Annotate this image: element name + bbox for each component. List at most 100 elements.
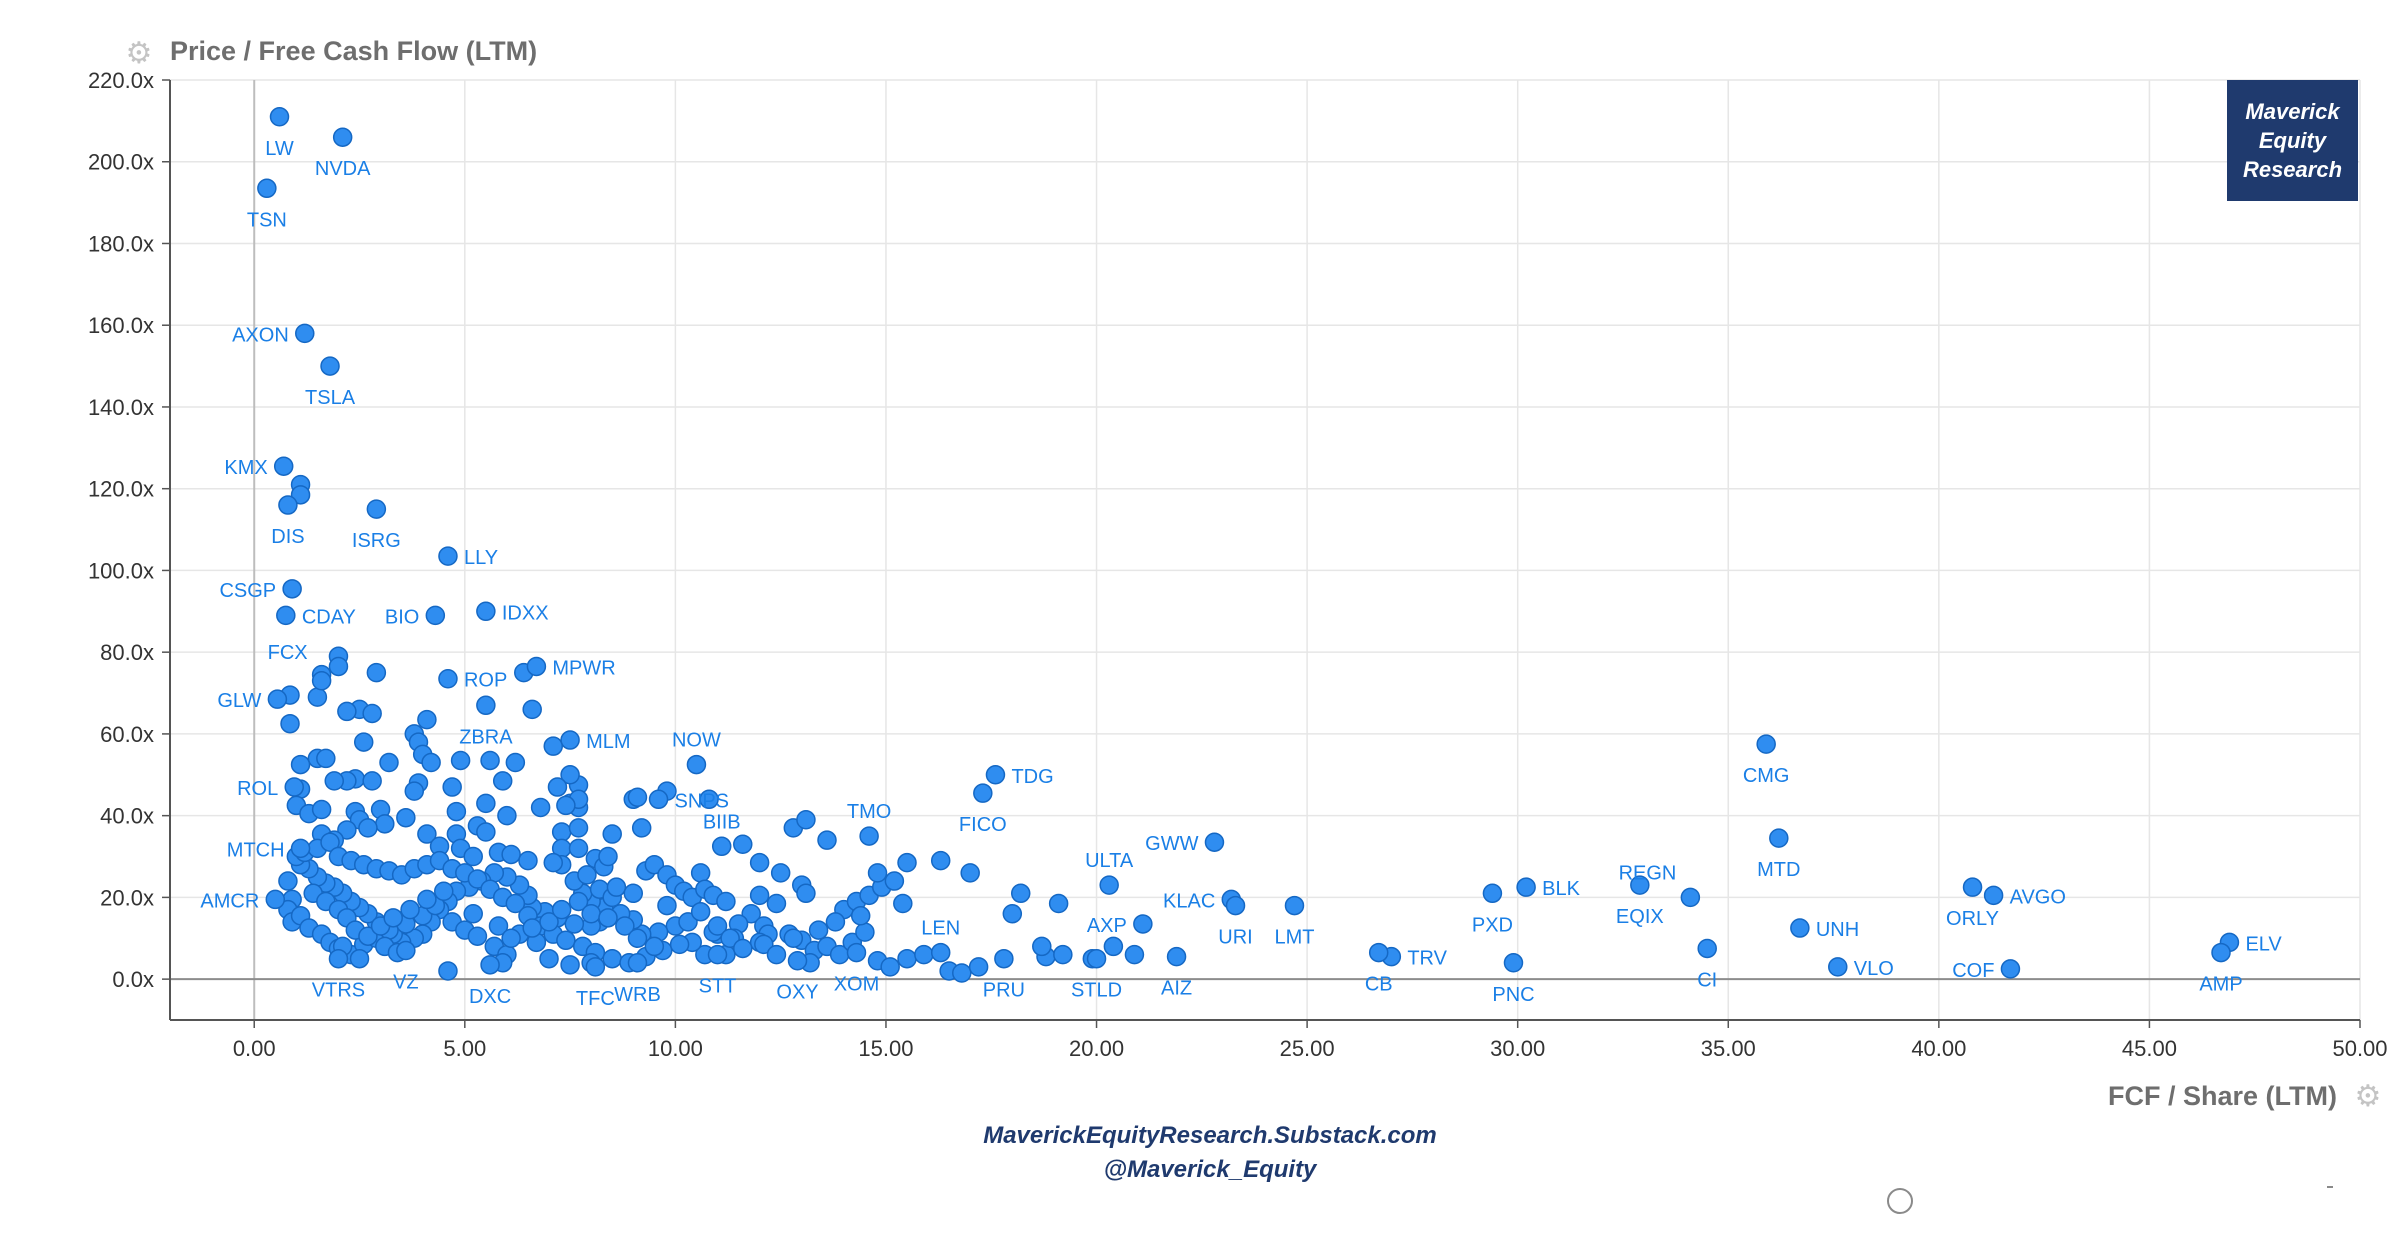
- data-point: [598, 908, 618, 928]
- data-point-labeled: [973, 783, 993, 803]
- point-label: EQIX: [1616, 906, 1664, 928]
- data-point-labeled: [480, 955, 500, 975]
- data-point: [349, 948, 370, 969]
- data-point: [960, 863, 980, 883]
- data-point: [1053, 944, 1073, 965]
- data-point-labeled: [269, 107, 290, 127]
- data-point: [501, 844, 521, 865]
- data-point: [914, 944, 934, 965]
- data-point-labeled: [290, 838, 311, 859]
- point-label: BIIB: [703, 811, 741, 833]
- data-point-labeled: [2000, 959, 2021, 979]
- data-point-labeled: [396, 940, 416, 961]
- y-tick-label: 180.0x: [88, 231, 154, 256]
- data-point: [716, 891, 736, 912]
- data-point: [290, 754, 311, 775]
- data-point-labeled: [438, 668, 458, 689]
- point-label: TSN: [247, 209, 287, 231]
- data-point-labeled: [994, 948, 1014, 969]
- data-point: [669, 934, 690, 955]
- data-point: [311, 799, 332, 820]
- data-point-labeled: [930, 942, 951, 963]
- data-point: [749, 852, 770, 873]
- data-point: [476, 822, 496, 842]
- data-point-labeled: [1368, 942, 1389, 963]
- data-point: [404, 781, 425, 801]
- point-label: NVDA: [315, 158, 371, 180]
- data-point: [577, 865, 597, 885]
- data-point-labeled: [425, 605, 446, 626]
- x-tick-label: 25.00: [1280, 1036, 1335, 1061]
- badge-line: Equity: [2258, 128, 2327, 153]
- data-point-labeled: [332, 127, 353, 147]
- footer-site: MaverickEquityResearch.Substack.com: [983, 1122, 1437, 1149]
- data-point: [497, 805, 517, 826]
- data-point: [417, 889, 437, 910]
- data-point: [467, 926, 488, 946]
- data-point: [627, 787, 648, 808]
- point-label: ROL: [237, 778, 278, 800]
- data-point-labeled: [686, 754, 707, 775]
- data-point-labeled: [1962, 877, 1983, 897]
- data-point-labeled: [560, 730, 580, 750]
- data-point: [492, 771, 513, 791]
- point-label: DXC: [469, 986, 511, 1008]
- data-point: [952, 963, 972, 983]
- point-label: OXY: [776, 982, 818, 1004]
- point-label: BLK: [1542, 878, 1580, 900]
- data-point: [893, 893, 913, 914]
- data-point: [438, 961, 458, 981]
- data-point: [897, 852, 917, 873]
- data-point: [551, 822, 572, 842]
- y-tick-label: 20.0x: [100, 885, 154, 910]
- circle-icon[interactable]: [1887, 1188, 1913, 1214]
- data-point: [564, 914, 585, 934]
- point-label: MTD: [1757, 859, 1800, 881]
- data-point-labeled: [1166, 946, 1187, 967]
- point-label: LEN: [921, 918, 960, 940]
- data-point: [867, 863, 888, 883]
- data-point: [358, 818, 378, 838]
- data-point: [463, 903, 483, 924]
- y-tick-label: 220.0x: [88, 68, 154, 93]
- data-point: [560, 955, 580, 975]
- point-label: ELV: [2245, 933, 2282, 955]
- point-label: STT: [699, 976, 737, 998]
- data-point-labeled: [1756, 734, 1776, 754]
- point-label: IDXX: [502, 602, 549, 624]
- data-point: [568, 891, 589, 912]
- x-tick-label: 20.00: [1069, 1036, 1124, 1061]
- footer-handle: @Maverick_Equity: [1103, 1156, 1317, 1183]
- data-point: [1010, 883, 1031, 904]
- data-point: [480, 750, 500, 771]
- data-point-labeled: [328, 948, 349, 969]
- data-point-labeled: [1769, 828, 1789, 848]
- data-point: [766, 893, 787, 914]
- y-tick-label: 60.0x: [100, 722, 154, 747]
- data-point: [522, 699, 542, 720]
- badge-line: Maverick: [2245, 99, 2340, 124]
- data-point: [543, 736, 563, 756]
- y-axis-title: Price / Free Cash Flow (LTM): [170, 36, 538, 66]
- data-point: [644, 854, 665, 875]
- data-point-labeled: [1225, 895, 1246, 916]
- data-point: [324, 771, 344, 791]
- point-label: URI: [1218, 927, 1252, 949]
- data-point: [379, 752, 399, 773]
- data-point: [556, 930, 576, 951]
- data-point: [1103, 936, 1124, 957]
- gear-icon[interactable]: ⚙: [2354, 1080, 2382, 1113]
- gear-icon[interactable]: ⚙: [125, 37, 153, 70]
- x-tick-label: 50.00: [2332, 1036, 2387, 1061]
- point-label: TDG: [1011, 766, 1053, 788]
- data-point-labeled: [278, 495, 298, 515]
- x-tick-label: 5.00: [443, 1036, 486, 1061]
- point-label: TRV: [1407, 948, 1447, 970]
- point-label: LMT: [1274, 927, 1314, 949]
- data-point: [825, 912, 846, 932]
- data-point: [644, 936, 665, 957]
- data-point: [488, 916, 509, 936]
- y-tick-label: 200.0x: [88, 150, 154, 175]
- data-points: [257, 107, 2240, 983]
